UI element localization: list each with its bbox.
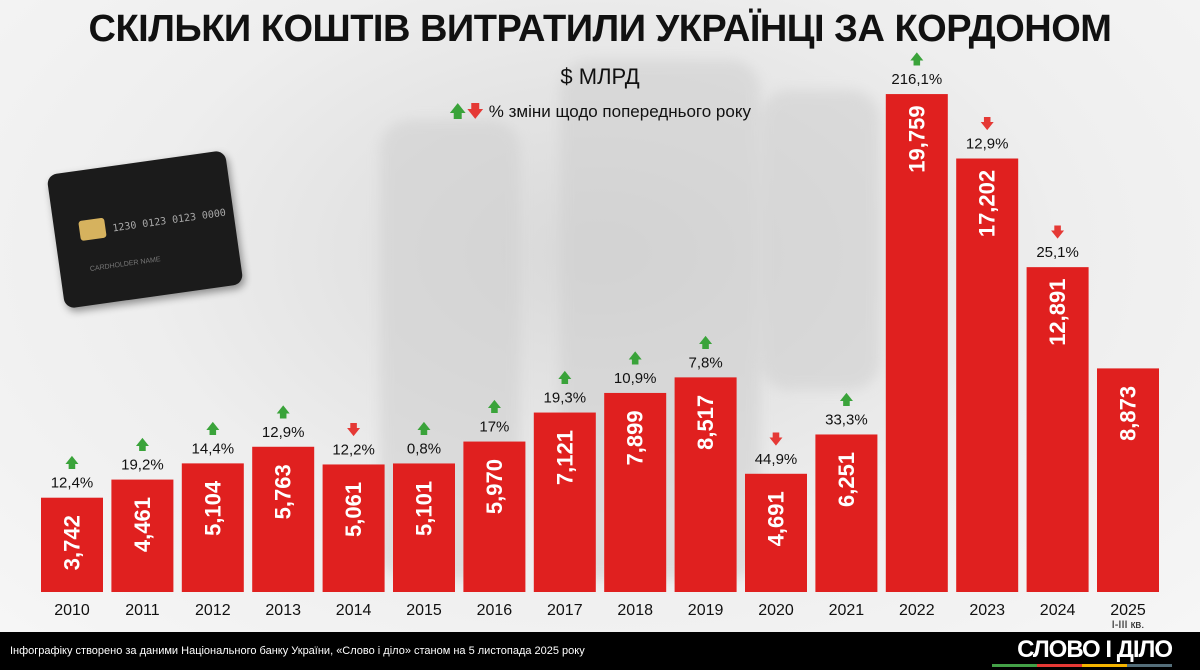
change-label: 44,9% [755,451,798,468]
arrow-down-icon: 🡇 [769,431,783,447]
footer: Інфографіку створено за даними Національ… [0,632,1200,670]
value-label: 7,899 [623,410,648,465]
arrow-down-icon: 🡇 [1050,224,1064,240]
year-label: 2022 [899,602,935,619]
year-label: 2020 [758,602,794,619]
bar-2018 [604,392,667,592]
value-label: 4,461 [130,497,155,552]
year-sublabel: I-III кв. [1112,619,1145,631]
arrow-down-icon: 🡇 [980,116,994,132]
value-label: 6,251 [834,452,859,507]
source-note: Інфографіку створено за даними Національ… [10,645,585,657]
bar-2010 [41,497,103,592]
arrow-up-icon: 🡅 [449,102,467,121]
value-label: 7,121 [552,430,577,485]
change-label: 0,8% [407,440,441,457]
value-label: 8,873 [1116,386,1141,441]
change-label: 12,2% [332,441,375,458]
value-label: 5,763 [271,464,296,519]
year-label: 2024 [1040,602,1076,619]
value-label: 3,742 [60,515,85,570]
change-label: 10,9% [614,370,657,387]
bar-2024 [1026,267,1089,592]
arrow-up-icon: 🡅 [628,350,642,366]
bar-2021 [815,434,878,592]
arrow-up-icon: 🡅 [910,51,924,67]
bar-2023 [956,158,1019,593]
value-label: 19,759 [904,105,929,172]
value-label: 5,104 [200,480,225,536]
change-label: 12,4% [51,475,94,492]
arrow-up-icon: 🡅 [206,420,220,436]
bar-2022 [885,94,948,593]
bar-2017 [533,412,596,592]
unit-label: $ МЛРД [560,64,640,89]
value-label: 8,517 [693,395,718,450]
value-label: 17,202 [975,170,1000,237]
arrow-up-icon: 🡅 [417,420,431,436]
change-label: 19,3% [544,390,587,407]
change-label: 19,2% [121,457,164,474]
value-label: 5,061 [341,482,366,537]
change-label: 216,1% [891,71,942,88]
arrow-up-icon: 🡅 [135,437,149,453]
bar-2015 [393,463,455,592]
bar-2019 [674,377,737,592]
arrow-up-icon: 🡅 [487,399,501,415]
chart-title: СКІЛЬКИ КОШТІВ ВИТРАТИЛИ УКРАЇНЦІ ЗА КОР… [88,8,1112,50]
arrow-up-icon: 🡅 [276,404,290,420]
year-label: 2021 [829,602,865,619]
year-label: 2025 [1110,602,1146,619]
change-label: 12,9% [262,424,305,441]
change-label: 25,1% [1036,244,1079,261]
arrow-down-icon: 🡇 [346,421,360,437]
year-label: 2011 [125,602,160,619]
year-label: 2012 [195,602,231,619]
year-label: 2016 [477,602,513,619]
bar-chart: 3,742 12,4% 🡅 2010 4,461 19,2% 🡅 2011 5,104 14,4%… [41,51,1159,631]
arrow-up-icon: 🡅 [698,334,712,350]
year-label: 2013 [265,602,301,619]
bar-2013 [252,446,315,592]
value-label: 5,101 [412,481,437,536]
year-label: 2010 [54,602,90,619]
bar-2014 [322,464,385,592]
year-label: 2023 [969,602,1005,619]
logo: СЛОВО І ДІЛО [1017,636,1173,663]
arrow-up-icon: 🡅 [65,455,79,471]
year-label: 2015 [406,602,442,619]
year-label: 2014 [336,602,372,619]
year-label: 2017 [547,602,583,619]
change-label: 12,9% [966,136,1009,153]
change-label: 14,4% [192,440,235,457]
bar-2020 [745,473,807,592]
bar-2025 [1097,368,1159,592]
value-label: 4,691 [764,491,789,546]
logo-stripe [992,664,1172,667]
year-label: 2018 [617,602,653,619]
year-label: 2019 [688,602,724,619]
arrow-up-icon: 🡅 [839,391,853,407]
change-label: 17% [479,419,509,436]
bar-2011 [111,479,174,592]
bar-2016 [463,441,526,592]
bar-2012 [181,463,244,592]
legend-text: % зміни щодо попереднього року [488,102,751,121]
legend: 🡅🡇 % зміни щодо попереднього року [0,99,1200,128]
change-label: 7,8% [688,354,722,371]
arrow-down-icon: 🡇 [466,102,485,121]
change-label: 33,3% [825,411,868,428]
arrow-up-icon: 🡅 [558,370,572,386]
value-label: 12,891 [1045,278,1070,345]
value-label: 5,970 [482,459,507,514]
